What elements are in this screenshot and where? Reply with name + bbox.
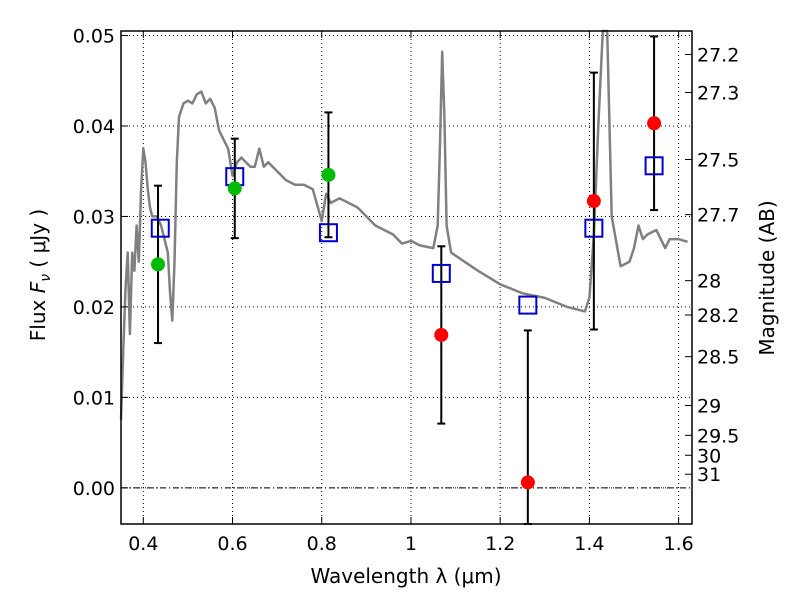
detection-point <box>227 181 242 196</box>
model-square-point <box>318 223 338 243</box>
x-tick-label: 1.4 <box>574 533 604 555</box>
y-tick-label: 0.00 <box>73 478 115 500</box>
x-tick-label: 0.4 <box>128 533 158 555</box>
right-tick-label: 27.3 <box>697 83 739 105</box>
right-tick-label: 28.5 <box>697 347 739 369</box>
model-square-point <box>518 295 538 315</box>
x-axis-label: Wavelength λ (μm) <box>310 564 501 588</box>
y-axis-label: Flux Fν ( μJy ) <box>26 209 54 341</box>
right-axis-label: Magnitude (AB) <box>755 200 779 355</box>
model-square-point <box>150 218 170 238</box>
y-axis-label-prefix: Flux <box>26 293 50 341</box>
x-tick-label: 0.8 <box>307 533 337 555</box>
x-tick-label: 1.2 <box>485 533 515 555</box>
y-tick-label: 0.03 <box>73 206 115 228</box>
x-tick-label: 0.6 <box>217 533 247 555</box>
right-tick-label: 27.5 <box>697 149 739 171</box>
model-square-point <box>644 156 664 176</box>
nondetection-point <box>586 194 601 209</box>
right-tick-label: 29.5 <box>697 425 739 447</box>
nondetection-point <box>434 327 449 342</box>
y-axis-label-subscript: ν <box>38 274 54 282</box>
x-tick-label: 1.6 <box>664 533 694 555</box>
model-photometry-points <box>150 156 664 315</box>
observed-flux-points <box>151 116 662 490</box>
y-tick-label: 0.02 <box>73 297 115 319</box>
y-axis-ticks: 0.00 0.01 0.02 0.03 0.04 0.05 <box>73 26 128 500</box>
detection-point <box>321 167 336 182</box>
x-tick-label: 1 <box>405 533 417 555</box>
right-tick-label: 31 <box>697 464 721 486</box>
y-tick-label: 0.01 <box>73 387 115 409</box>
model-square-point <box>584 218 604 238</box>
right-tick-label: 28.2 <box>697 305 739 327</box>
y-axis-label-symbol: F <box>26 281 50 293</box>
detection-point <box>151 257 166 272</box>
right-tick-label: 28 <box>697 271 721 293</box>
right-tick-label: 30 <box>697 445 721 467</box>
nondetection-point <box>647 116 662 131</box>
plot-frame <box>120 30 693 525</box>
x-axis-ticks: 0.4 0.6 0.8 1 1.2 1.4 1.6 <box>128 31 694 555</box>
y-tick-label: 0.05 <box>73 26 115 48</box>
model-square-point <box>431 263 451 283</box>
right-tick-label: 27.2 <box>697 45 739 67</box>
y-tick-label: 0.04 <box>73 116 115 138</box>
y-axis-label-suffix: ( μJy ) <box>26 209 50 274</box>
right-tick-label: 27.7 <box>697 205 739 227</box>
grid-lines <box>121 31 692 524</box>
nondetection-point <box>520 475 535 490</box>
right-tick-label: 29 <box>697 395 721 417</box>
error-bars <box>154 35 659 525</box>
